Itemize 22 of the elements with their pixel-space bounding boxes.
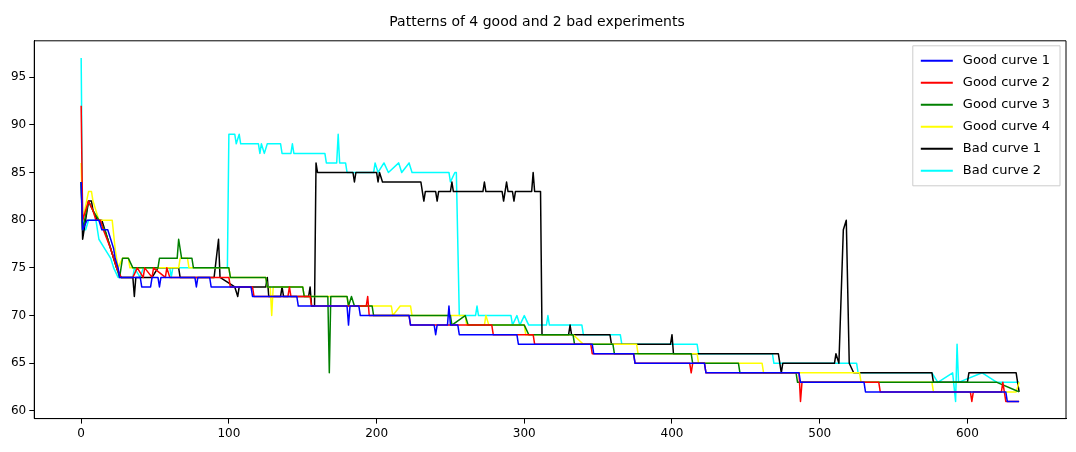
legend-label: Bad curve 1 <box>962 140 1041 156</box>
y-tick-label: 75 <box>10 259 27 274</box>
y-tick-label: 85 <box>10 164 27 179</box>
x-tick-label: 100 <box>217 425 241 440</box>
y-tick-label: 95 <box>10 69 27 84</box>
y-tick-label: 60 <box>10 403 27 418</box>
x-tick-label: 200 <box>365 425 389 440</box>
chart-title: Patterns of 4 good and 2 bad experiments <box>389 13 685 30</box>
legend-label: Good curve 4 <box>962 118 1051 134</box>
x-tick-label: 300 <box>512 425 536 440</box>
x-tick-label: 500 <box>808 425 832 440</box>
y-tick-label: 80 <box>10 212 27 227</box>
legend-label: Bad curve 2 <box>962 162 1041 178</box>
y-tick-label: 90 <box>10 116 27 131</box>
legend-label: Good curve 2 <box>962 74 1051 90</box>
x-tick-label: 400 <box>660 425 684 440</box>
x-tick-label: 0 <box>77 425 85 440</box>
legend-label: Good curve 1 <box>962 52 1051 68</box>
x-tick-label: 600 <box>955 425 979 440</box>
y-tick-label: 70 <box>10 307 27 322</box>
y-tick-label: 65 <box>10 355 27 370</box>
legend-label: Good curve 3 <box>962 96 1051 112</box>
